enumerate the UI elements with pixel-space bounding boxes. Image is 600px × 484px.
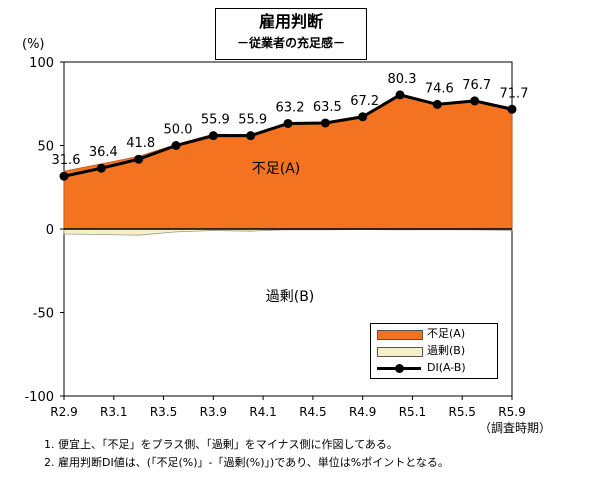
- legend-swatch-shortage: [377, 330, 423, 340]
- x-tick-label: R5.1: [399, 405, 426, 419]
- x-tick-label: R4.5: [299, 405, 326, 419]
- x-tick-label: R3.1: [100, 405, 127, 419]
- annotation-surplus: 過剰(B): [266, 289, 315, 305]
- legend-label-di: DI(A-B): [427, 361, 466, 374]
- legend-label-shortage: 不足(A): [427, 327, 466, 340]
- legend-item-surplus: 過剰(B): [377, 343, 495, 359]
- legend-label-surplus: 過剰(B): [427, 344, 466, 357]
- di-data-label: 41.8: [126, 136, 155, 151]
- di-data-label: 63.2: [276, 100, 305, 115]
- di-data-label: 76.7: [462, 78, 491, 93]
- legend: 不足(A) 過剰(B) DI(A-B): [370, 323, 498, 379]
- chart-subtitle: －従業者の充足感－: [236, 36, 345, 50]
- y-tick-label: 100: [29, 56, 54, 71]
- di-point: [96, 163, 106, 173]
- di-point: [59, 171, 69, 181]
- x-tick-label: R3.5: [150, 405, 177, 419]
- chart-title: 雇用判断: [258, 12, 323, 31]
- di-point: [507, 104, 517, 114]
- di-point: [320, 118, 330, 128]
- annotation-shortage: 不足(A): [252, 161, 301, 177]
- di-point: [246, 131, 256, 141]
- di-data-label: 80.3: [388, 72, 417, 87]
- legend-marker-di: [395, 364, 404, 373]
- footnotes: 1. 便宜上、「不足」をプラス側、「過剰」をマイナス側に作図してある。 2. 雇…: [44, 436, 449, 472]
- x-tick-label: R5.5: [449, 405, 476, 419]
- chart-title-box: 雇用判断 －従業者の充足感－: [215, 8, 367, 60]
- x-tick-label: R5.9: [498, 405, 525, 419]
- di-data-label: 55.9: [238, 113, 267, 128]
- footnote-2: 2. 雇用判断DI値は、(「不足(%)」-「過剰(%)」)であり、単位は%ポイン…: [44, 456, 449, 469]
- legend-item-di: DI(A-B): [377, 360, 495, 376]
- y-tick-label: 0: [46, 223, 54, 238]
- x-tick-label: R4.1: [249, 405, 276, 419]
- di-point: [208, 131, 218, 141]
- di-point: [283, 118, 293, 128]
- x-axis-suffix: （調査時期）: [479, 421, 551, 435]
- area-surplus: [63, 228, 513, 236]
- di-data-label: 55.9: [201, 113, 230, 128]
- di-data-label: 71.7: [500, 86, 529, 101]
- y-tick-label: -50: [33, 307, 54, 322]
- legend-item-shortage: 不足(A): [377, 326, 495, 342]
- footnote-1: 1. 便宜上、「不足」をプラス側、「過剰」をマイナス側に作図してある。: [44, 438, 398, 451]
- di-data-label: 36.4: [89, 145, 118, 160]
- di-data-label: 63.5: [313, 100, 342, 115]
- di-point: [134, 154, 144, 164]
- legend-swatch-surplus: [377, 347, 423, 357]
- x-tick-label: R4.9: [349, 405, 376, 419]
- x-tick-label: R2.9: [50, 405, 77, 419]
- di-point: [432, 99, 442, 109]
- di-point: [395, 90, 405, 100]
- di-point: [171, 141, 181, 150]
- di-data-label: 74.6: [425, 81, 454, 96]
- y-tick-label: -100: [24, 390, 54, 405]
- y-tick-label: 50: [37, 140, 54, 155]
- x-tick-label: R3.9: [200, 405, 227, 419]
- di-data-label: 50.0: [164, 123, 193, 138]
- di-point: [470, 96, 480, 106]
- di-data-label: 67.2: [350, 94, 379, 109]
- y-axis-unit: (%): [22, 37, 45, 52]
- di-point: [358, 112, 368, 122]
- di-data-label: 31.6: [52, 153, 81, 168]
